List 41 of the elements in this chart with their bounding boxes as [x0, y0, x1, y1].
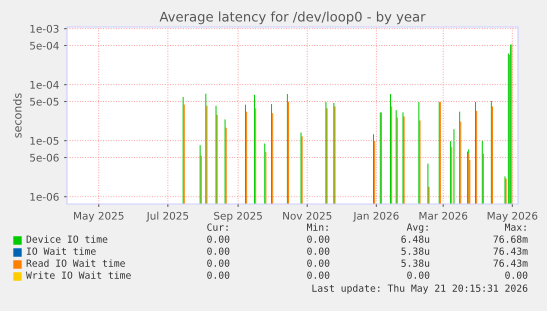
- chart-title: Average latency for /dev/loop0 - by year: [160, 11, 426, 24]
- text: 76.68m: [494, 235, 528, 243]
- y-tick-label: 5e-04: [30, 42, 59, 50]
- text: 6.48u: [401, 235, 430, 243]
- y-tick-label: 1e-03: [30, 24, 59, 33]
- text: Cur:: [207, 223, 228, 231]
- text: Avg:: [406, 224, 428, 233]
- text: Max:: [504, 224, 526, 231]
- text: 0.00: [307, 271, 330, 279]
- legend-label: Device IO time: [26, 235, 108, 243]
- text: 0.00: [505, 271, 528, 279]
- text: 5.38u: [401, 247, 430, 255]
- text: 76.43m: [494, 247, 528, 255]
- x-tick-label: May 2026: [488, 212, 538, 222]
- y-tick-label: 5e-05: [30, 98, 58, 106]
- x-tick-label: May 2025: [74, 212, 124, 222]
- text: 0.00: [207, 247, 230, 255]
- y-axis-title: seconds: [13, 93, 22, 138]
- x-tick-label: Sep 2025: [214, 212, 262, 222]
- y-tick-label: 1e-04: [30, 80, 59, 89]
- x-tick-label: Mar 2026: [419, 212, 468, 220]
- text: 0.00: [207, 259, 230, 267]
- text: 5.38u: [401, 259, 430, 267]
- text: 0.00: [307, 247, 330, 255]
- x-tick-label: Jan 2026: [352, 212, 399, 222]
- y-tick-label: 1e-06: [30, 192, 59, 201]
- y-tick-label: 1e-05: [30, 136, 58, 145]
- legend-label: Write IO Wait time: [26, 271, 131, 279]
- text: 0.00: [407, 271, 430, 279]
- text: 76.43m: [494, 259, 528, 267]
- legend-label: IO Wait time: [26, 247, 96, 255]
- text: 0.00: [307, 259, 330, 267]
- text: 0.00: [307, 235, 330, 243]
- x-tick-label: Nov 2025: [283, 212, 332, 220]
- text: Last update: Thu May 21 20:15:31 2026: [312, 284, 528, 294]
- text: 0.00: [207, 271, 230, 279]
- y-tick-label: 5e-06: [30, 154, 59, 162]
- x-tick-label: Jul 2025: [146, 212, 188, 222]
- text: Min:: [306, 223, 328, 231]
- legend-label: Read IO Wait time: [26, 259, 125, 267]
- text: 0.00: [207, 235, 230, 243]
